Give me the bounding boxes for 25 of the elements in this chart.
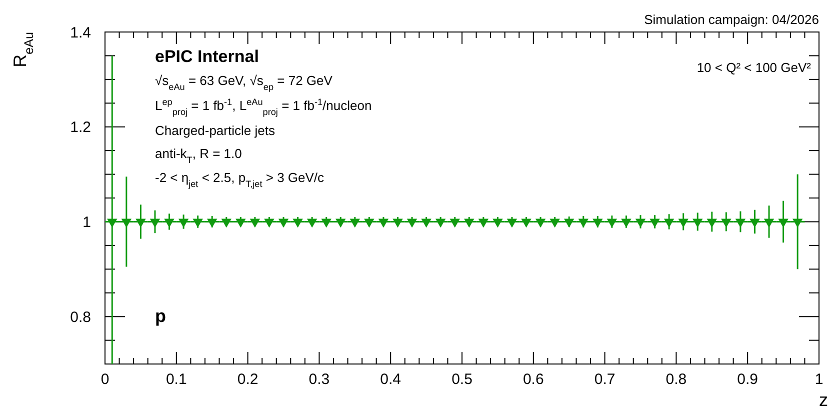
annotation: ePIC Internal bbox=[155, 47, 259, 66]
annotation: 10 < Q² < 100 GeV² bbox=[696, 60, 812, 75]
x-tick-label: 1 bbox=[814, 371, 824, 388]
x-tick-label: 0.7 bbox=[594, 371, 616, 388]
text: Simulation campaign: 04/2026 bbox=[644, 12, 819, 27]
x-tick-label: 0.6 bbox=[522, 371, 544, 388]
x-tick-label: 0.1 bbox=[166, 371, 187, 388]
x-tick-label: 0.4 bbox=[380, 371, 402, 388]
x-axis-title: z bbox=[819, 390, 828, 410]
y-tick-label: 1 bbox=[82, 214, 91, 231]
y-tick-label: 0.8 bbox=[70, 308, 91, 326]
y-tick-label: 1.2 bbox=[70, 119, 91, 136]
x-tick-label: 0.5 bbox=[452, 371, 472, 388]
x-tick-label: 0 bbox=[100, 371, 110, 388]
x-tick-label: 0.2 bbox=[237, 371, 258, 388]
annotation: anti-k$_{T}$, R = 1.0 bbox=[155, 146, 242, 165]
text: L$^{ep}$$_{proj}$ = 1 fb$^{-1}$, L$^{eAu}$$_{proj}$ = 1 fb$^{-1}$/nucleon bbox=[155, 97, 372, 117]
x-tick-label: 0.9 bbox=[737, 371, 758, 388]
annotation: p bbox=[155, 306, 166, 326]
x-tick-label: 0.8 bbox=[666, 371, 687, 388]
annotation: √s$_{eAu}$ = 63 GeV, √s$_{ep}$ = 72 GeV bbox=[155, 73, 333, 92]
y-tick-label: 1.4 bbox=[70, 24, 91, 42]
annotation: Charged-particle jets bbox=[155, 123, 276, 138]
annotation: -2 < η$_{jet}$ < 2.5, p$_{T,jet}$ > 3 GeV/c bbox=[155, 170, 325, 189]
x-tick-label: 0.3 bbox=[308, 371, 330, 388]
